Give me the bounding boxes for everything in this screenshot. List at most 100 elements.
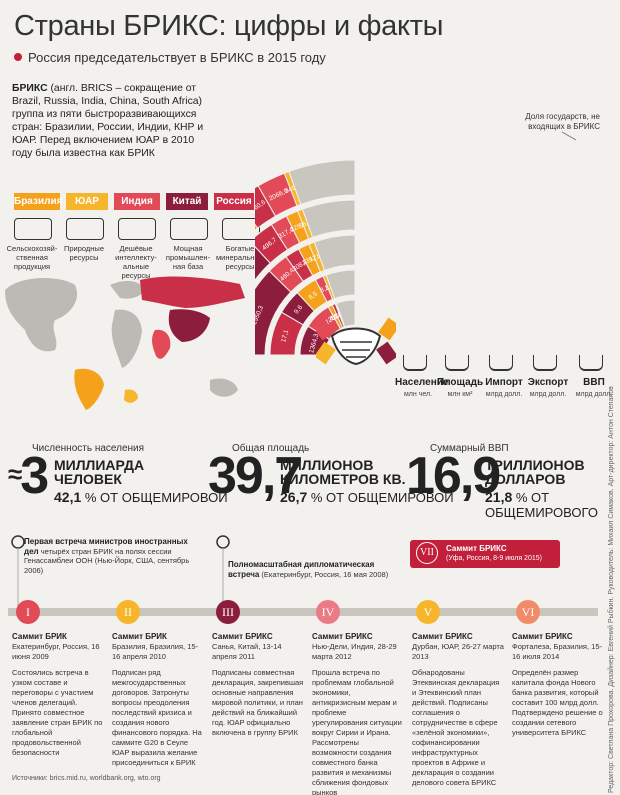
resource-label: Природные ресурсы bbox=[63, 244, 104, 262]
category-unit: млрд долл. bbox=[529, 391, 567, 398]
intro-text: БРИКС (англ. BRICS – сокращение от Brazi… bbox=[12, 83, 204, 159]
summit-badge: III bbox=[216, 600, 240, 624]
category-unit: млн чел. bbox=[403, 391, 433, 398]
summit-place: Екатеринбург, Россия, 16 июня 2009 bbox=[12, 642, 100, 661]
country-tab: ЮАР bbox=[66, 193, 108, 210]
mountain-icon bbox=[66, 218, 104, 240]
stat-prefix: ≈ bbox=[8, 459, 22, 489]
summit-place: Санья, Китай, 13-14 апреля 2011 bbox=[212, 642, 282, 661]
arc-segment-other bbox=[313, 234, 356, 271]
timeline-top-graphic bbox=[11, 535, 230, 608]
legend-note: Доля государств, не входящих в БРИКС bbox=[525, 112, 600, 131]
summit-badge: II bbox=[116, 600, 140, 624]
stat-number: 39,7 bbox=[208, 447, 303, 505]
arc-segment-other bbox=[301, 199, 356, 239]
summit-card: Саммит БРИКС Дурбан, ЮАР, 26-27 марта 201… bbox=[412, 632, 504, 788]
stat-unit1: ТРИЛЛИОНОВ bbox=[485, 457, 585, 473]
stat-units: МИЛЛИОНОВ КИЛОМЕТРОВ КВ. 26,7 % ОТ ОБЩЕМИР… bbox=[280, 458, 454, 505]
summit-text: Состоялись встреча в узком составе и пер… bbox=[12, 668, 103, 757]
summit-title: Саммит БРИК bbox=[12, 632, 67, 641]
stat-units: ТРИЛЛИОНОВ ДОЛЛАРОВ 21,8 % ОТ ОБЩЕМИРОВОГО bbox=[485, 458, 610, 520]
arc-value-label: 1950,3 bbox=[255, 304, 265, 325]
page-subtitle: Россия председательствует в БРИКС в 2015… bbox=[14, 50, 326, 65]
cow-icon bbox=[14, 218, 52, 240]
category-row: Население млн чел. Площадь млн км² Импорт млр… bbox=[395, 355, 615, 415]
arc-segment-other bbox=[325, 269, 356, 300]
area-icon bbox=[445, 355, 469, 371]
summit-place: Нью-Дели, Индия, 28-29 марта 2012 bbox=[312, 642, 397, 661]
stat-unit2: КИЛОМЕТРОВ КВ. bbox=[280, 471, 406, 487]
map-india bbox=[152, 329, 171, 359]
country-tab: Россия bbox=[214, 193, 254, 210]
timeline-event-1: Первая встреча министров иностранных дел… bbox=[24, 537, 190, 575]
summit-text: Обнародованы Этеквинская декларация и Эт… bbox=[412, 668, 500, 787]
summit-title: Саммит БРИК bbox=[112, 632, 167, 641]
map-background bbox=[5, 278, 238, 397]
stat-percent: 21,8 % ОТ ОБЩЕМИРОВОГО bbox=[485, 489, 598, 520]
summit-text: Подписаны совместная декларация, закрепи… bbox=[212, 668, 304, 737]
category-unit: млрд долл. bbox=[485, 391, 523, 398]
summit-title: Саммит БРИКС bbox=[312, 632, 373, 641]
brain-icon bbox=[118, 218, 156, 240]
summit7-title: Саммит БРИКС bbox=[446, 544, 507, 553]
summit-badge: V bbox=[416, 600, 440, 624]
stat-unit1: МИЛЛИОНОВ bbox=[280, 457, 374, 473]
legend-arrow-icon bbox=[561, 131, 577, 141]
category-unit: млрд долл. bbox=[575, 391, 613, 398]
stat-units: МИЛЛИАРДА ЧЕЛОВЕК 42,1 % ОТ ОБЩЕМИРОВОЙ bbox=[54, 458, 228, 505]
stats-row: Численность населения ≈3 МИЛЛИАРДА ЧЕЛОВЕК 4… bbox=[0, 440, 610, 520]
resources-row: Сельскохозяй-ственная продукция Природные… bbox=[4, 218, 264, 280]
summit-badge: IV bbox=[316, 600, 340, 624]
ship-import-icon bbox=[489, 355, 513, 371]
stat-value: 16,9 bbox=[406, 446, 501, 506]
stat-unit2: ДОЛЛАРОВ bbox=[485, 471, 566, 487]
arc-value-label: 9,6 bbox=[293, 304, 304, 316]
summit7-banner: VII Саммит БРИКС (Уфа, Россия, 8-9 июля … bbox=[410, 540, 560, 568]
stat-number: 3 bbox=[20, 447, 49, 505]
resource-label: Мощная промышлен-ная база bbox=[165, 244, 211, 271]
people-icon bbox=[403, 355, 427, 371]
category-label: ВВП bbox=[583, 377, 605, 388]
category-unit: млн км² bbox=[447, 391, 473, 398]
arc-value-label: 17,1 bbox=[280, 329, 290, 343]
summit-place: Дурбан, ЮАР, 26-27 марта 2013 bbox=[412, 642, 504, 661]
country-tab: Китай bbox=[166, 193, 208, 210]
summit-title: Саммит БРИКС bbox=[512, 632, 573, 641]
summit7-badge: VII bbox=[416, 542, 438, 564]
sources: Источники: brics.mid.ru, worldbank.org, … bbox=[12, 775, 161, 782]
mine-icon bbox=[222, 218, 260, 240]
resource-label: Богатые минеральные ресурсы bbox=[216, 244, 264, 271]
category-label: Население bbox=[395, 377, 449, 388]
category-label: Экспорт bbox=[527, 377, 569, 388]
handshake-icon bbox=[316, 317, 396, 366]
stat-value: ≈3 bbox=[8, 446, 49, 506]
ship-export-icon bbox=[533, 355, 557, 371]
stat-label: Общая площадь bbox=[232, 443, 310, 454]
arc-value-label: 95,0 bbox=[298, 219, 313, 230]
arc-value-label: 8,5 bbox=[308, 290, 320, 301]
map-brazil bbox=[74, 368, 104, 410]
country-tab: Бразилия bbox=[14, 193, 62, 210]
timeline-event-2: Полномасштабная дипломатическая встреча … bbox=[228, 560, 389, 579]
summit-card: Саммит БРИКС Санья, Китай, 13-14 апреля 2… bbox=[212, 632, 304, 738]
stat-percent: 42,1 % ОТ ОБЩЕМИРОВОЙ bbox=[54, 489, 228, 505]
resource-label: Сельскохозяй-ственная продукция bbox=[6, 244, 58, 271]
summit-card: Саммит БРИКС Форталеза, Бразилия, 15-16 и… bbox=[512, 632, 604, 738]
stat-label: Численность населения bbox=[32, 443, 145, 454]
map-china bbox=[168, 309, 210, 342]
map-russia bbox=[140, 276, 245, 308]
arc-value-label: 1,2 bbox=[324, 282, 335, 292]
country-tab: Индия bbox=[114, 193, 160, 210]
summit-title: Саммит БРИКС bbox=[412, 632, 473, 641]
stat-number: 16,9 bbox=[406, 447, 501, 505]
gdp-icon bbox=[579, 355, 603, 371]
arc-segment-other bbox=[335, 299, 356, 328]
summit-badge: I bbox=[16, 600, 40, 624]
page-title: Страны БРИКС: цифры и факты bbox=[14, 10, 444, 42]
summit-place: Форталеза, Бразилия, 15-16 июля 2014 bbox=[512, 642, 603, 661]
arc-segment-other bbox=[288, 159, 356, 206]
timeline-bar bbox=[8, 608, 598, 616]
summit-card: Саммит БРИК Бразилия, Бразилия, 15-16 апр… bbox=[112, 632, 204, 768]
factory-icon bbox=[170, 218, 208, 240]
arc-value-label: 3,3 bbox=[319, 284, 330, 294]
